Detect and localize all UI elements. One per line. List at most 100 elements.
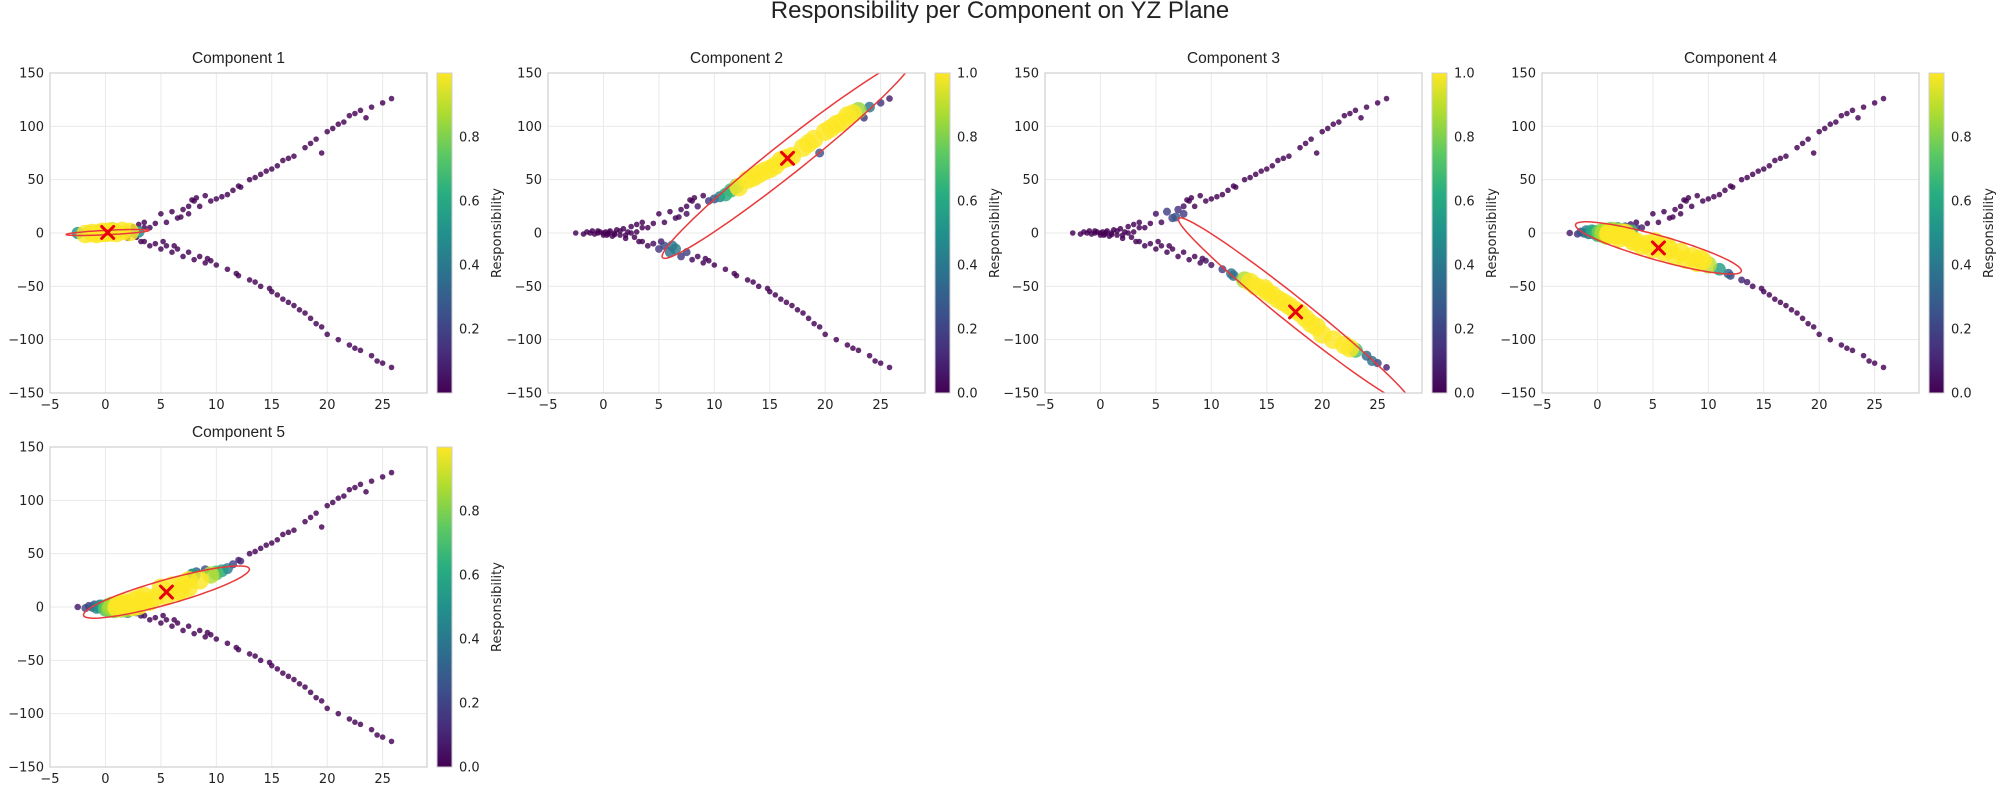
data-point: [274, 163, 281, 169]
y-tick-label: 100: [19, 494, 44, 509]
x-tick-label: −5: [40, 772, 59, 787]
data-point: [611, 231, 618, 238]
data-point: [246, 651, 253, 657]
data-point: [1383, 95, 1390, 102]
data-point: [363, 115, 369, 121]
data-point: [230, 187, 236, 194]
data-point: [1219, 191, 1226, 198]
data-point: [152, 240, 159, 247]
x-tick-label: 0: [1593, 398, 1601, 413]
colorbar-tick-label: 0.8: [1951, 131, 1972, 146]
data-point: [346, 716, 353, 722]
data-point: [388, 364, 395, 371]
data-point: [1794, 310, 1800, 316]
data-point: [169, 623, 175, 629]
data-point: [1162, 207, 1171, 216]
axes-frame: [1541, 72, 1920, 394]
data-point: [886, 364, 893, 371]
data-point: [816, 324, 823, 330]
data-point: [1744, 174, 1750, 181]
data-point: [1136, 238, 1143, 245]
data-point: [252, 653, 258, 659]
data-point: [711, 262, 718, 268]
x-tick-label: 10: [208, 772, 225, 787]
data-point: [754, 161, 774, 181]
data-point: [661, 219, 668, 226]
colorbar-tick-label: 0.4: [1454, 259, 1475, 274]
data-point: [313, 136, 319, 142]
data-point: [694, 253, 701, 260]
colorbar-frame: [1928, 72, 1945, 394]
covariance-ellipse: [661, 73, 907, 260]
data-point: [1738, 276, 1746, 284]
data-point: [252, 174, 258, 181]
data-point: [1716, 191, 1723, 198]
data-point: [650, 220, 657, 227]
data-point: [202, 260, 209, 266]
y-tick-label: −50: [17, 654, 44, 669]
colorbar-tick-label: 0.4: [957, 259, 978, 274]
data-point: [1688, 203, 1695, 210]
data-point: [1158, 243, 1165, 249]
data-point: [1363, 104, 1370, 110]
data-point: [313, 320, 319, 327]
data-point: [219, 193, 225, 200]
data-point: [207, 198, 214, 204]
data-point: [1141, 243, 1148, 249]
data-point: [1336, 119, 1342, 125]
colorbar: [935, 73, 950, 393]
panel-title: Component 4: [1684, 50, 1777, 67]
data-point: [1184, 197, 1190, 203]
data-point: [1069, 230, 1076, 236]
data-point: [670, 243, 681, 255]
colorbar-tick-label: 0.0: [957, 387, 978, 402]
x-tick-label: −5: [40, 398, 59, 413]
data-point: [1772, 296, 1778, 302]
data-point: [257, 545, 264, 552]
x-tick-label: 15: [761, 398, 778, 413]
data-point: [191, 256, 197, 263]
data-point: [1749, 171, 1756, 178]
covariance-ellipse: [82, 565, 251, 619]
data-point: [1297, 144, 1303, 151]
data-point: [677, 252, 685, 261]
x-tick-label: 20: [319, 772, 336, 787]
data-point: [1805, 320, 1811, 327]
x-tick-label: 25: [1369, 398, 1386, 413]
y-tick-label: 100: [19, 120, 44, 135]
data-point: [185, 203, 192, 210]
data-point: [1136, 224, 1143, 231]
data-point: [1302, 140, 1309, 147]
data-point: [1788, 306, 1795, 313]
data-point: [324, 128, 331, 135]
data-point: [1810, 150, 1817, 156]
colorbar-tick-label: 1.0: [957, 67, 978, 82]
data-point: [296, 307, 303, 313]
data-point: [171, 581, 191, 601]
data-point: [1218, 265, 1227, 274]
data-point: [1275, 157, 1281, 164]
data-point: [204, 629, 211, 636]
data-point: [185, 211, 192, 217]
data-point: [1383, 364, 1390, 371]
data-point: [1153, 246, 1159, 252]
data-point: [1783, 153, 1789, 159]
data-point: [233, 644, 240, 651]
data-point: [689, 256, 696, 263]
data-point: [1330, 121, 1337, 127]
panel-title: Component 5: [192, 424, 285, 441]
data-point: [388, 469, 395, 476]
data-point: [866, 352, 873, 359]
data-point: [1844, 345, 1850, 352]
data-point: [171, 616, 177, 623]
colorbar-tick-label: 0.0: [1454, 387, 1475, 402]
y-tick-label: −50: [17, 280, 44, 295]
data-point: [1783, 302, 1789, 309]
data-point: [1833, 119, 1839, 125]
data-point: [1855, 115, 1861, 121]
colorbar: [437, 73, 452, 393]
data-point: [1136, 219, 1143, 226]
plot-area: [572, 73, 907, 371]
data-point: [202, 634, 209, 640]
